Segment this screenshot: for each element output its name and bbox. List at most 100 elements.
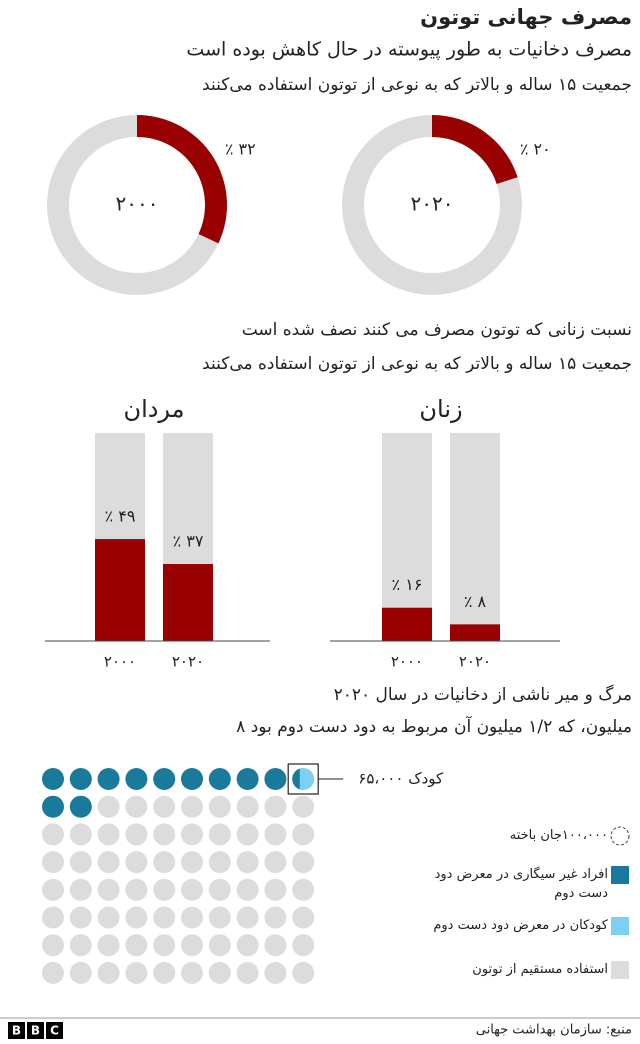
waffle-dot <box>236 795 259 818</box>
waffle-dot <box>69 795 92 818</box>
waffle-dot-part <box>292 768 300 790</box>
waffle-dot <box>181 851 203 874</box>
x-tick-label: ۲۰۲۰ <box>172 653 204 671</box>
waffle-dot <box>208 906 231 929</box>
donut-segment <box>137 115 228 244</box>
waffle-dot <box>208 851 231 874</box>
bar-track <box>450 433 500 641</box>
legend-unit-symbol <box>610 826 630 846</box>
logo-box <box>8 1022 25 1039</box>
logo-letter: B <box>31 1024 40 1038</box>
waffle-dot <box>125 823 148 846</box>
waffle-dot <box>236 961 259 984</box>
waffle-dot <box>153 823 176 846</box>
chart-subtitle: جمعیت ۱۵ ساله و بالاتر که به نوعی از توت… <box>202 75 632 95</box>
value-label: ٪ ۱۶ <box>392 575 423 594</box>
waffle-dot <box>181 878 203 901</box>
waffle-dot <box>97 823 120 846</box>
x-tick-label: ۲۰۰۰ <box>104 653 136 671</box>
value-label: ٪ ۴۹ <box>105 507 136 526</box>
waffle-dot <box>181 906 203 929</box>
logo-box <box>46 1022 63 1039</box>
logo-box <box>27 1022 44 1039</box>
chart-title: مرگ و میر ناشی از دخانیات در سال ۲۰۲۰ <box>334 684 632 705</box>
waffle-dot <box>264 851 287 874</box>
annotation: ۶۵،۰۰۰ کودک <box>358 770 444 788</box>
waffle-dot <box>42 961 64 984</box>
waffle-dot <box>292 934 315 957</box>
waffle-dot <box>42 906 64 929</box>
waffle-dot <box>264 878 287 901</box>
waffle-dot <box>153 961 176 984</box>
waffle-dot <box>236 906 259 929</box>
waffle-dot <box>153 934 176 957</box>
donut-center-label: ۲۰۲۰ <box>411 192 454 216</box>
waffle-dot <box>69 851 92 874</box>
waffle-dot <box>208 823 231 846</box>
group-label: مردان <box>123 395 184 423</box>
donut-segment <box>432 115 518 184</box>
waffle-dot <box>236 823 259 846</box>
waffle-dot <box>208 961 231 984</box>
waffle-dot <box>153 906 176 929</box>
waffle-dot <box>153 795 176 818</box>
waffle-dot <box>236 934 259 957</box>
waffle-dot <box>292 823 315 846</box>
waffle-dot <box>42 934 64 957</box>
waffle-dot <box>236 768 259 790</box>
chart-subtitle: ۸ میلیون، که ۱/۲ میلیون آن مربوط به دود … <box>236 715 632 737</box>
bar-track <box>382 433 432 641</box>
value-label: ٪ ۳۲ <box>225 140 256 159</box>
waffle-dot <box>292 851 315 874</box>
waffle-dot <box>69 878 92 901</box>
waffle-dot <box>153 878 176 901</box>
bar <box>163 564 213 641</box>
waffle-dot <box>42 851 64 874</box>
waffle-dot <box>292 795 315 818</box>
waffle-dot <box>264 961 287 984</box>
value-label: ٪ ۳۷ <box>173 532 204 551</box>
waffle-dot <box>264 934 287 957</box>
waffle-dot <box>125 851 148 874</box>
logo-letter: C <box>50 1024 59 1038</box>
waffle-dot <box>264 795 287 818</box>
waffle-dot <box>153 851 176 874</box>
waffle-dot <box>181 795 203 818</box>
waffle-dot <box>69 906 92 929</box>
waffle-dot <box>292 961 315 984</box>
waffle-dot <box>208 795 231 818</box>
waffle-dot <box>42 878 64 901</box>
waffle-dot <box>208 768 231 790</box>
legend-label: افراد غیر سیگاری در معرض دود دست دوم <box>434 867 608 901</box>
bar <box>95 539 145 641</box>
waffle-dot <box>97 961 120 984</box>
waffle-dot <box>125 878 148 901</box>
waffle-dot <box>97 851 120 874</box>
waffle-dot <box>97 878 120 901</box>
chart-title: مصرف دخانیات به طور پیوسته در حال کاهش ب… <box>186 39 632 61</box>
x-tick-label: ۲۰۲۰ <box>459 653 491 671</box>
page-title: مصرف جهانی توتون <box>420 5 632 29</box>
waffle-dot <box>181 823 203 846</box>
waffle-dot <box>208 934 231 957</box>
source: منبع: سازمان بهداشت جهانی <box>476 1023 632 1038</box>
waffle-dot <box>97 934 120 957</box>
waffle-dot <box>125 934 148 957</box>
logo-letter: B <box>12 1024 21 1038</box>
bar <box>450 624 500 641</box>
waffle-dot <box>69 823 92 846</box>
bar <box>382 607 432 641</box>
x-tick-label: ۲۰۰۰ <box>391 653 423 671</box>
waffle-dot <box>125 795 148 818</box>
waffle-dot <box>42 768 64 790</box>
waffle-dot <box>42 823 64 846</box>
legend-swatch <box>611 961 629 979</box>
waffle-dot <box>125 961 148 984</box>
waffle-dot <box>181 961 203 984</box>
donut-center-label: ۲۰۰۰ <box>116 192 159 216</box>
waffle-dot <box>181 934 203 957</box>
legend-label: کودکان در معرض دود دست دوم <box>433 918 608 933</box>
waffle-dot <box>181 768 203 790</box>
